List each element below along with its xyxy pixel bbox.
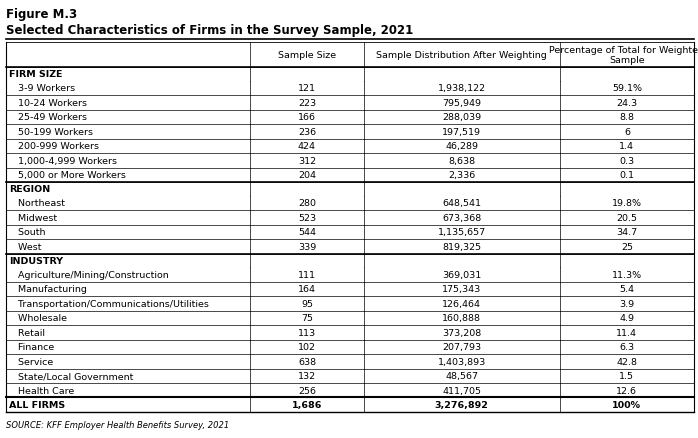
Text: Midwest: Midwest [9,213,57,222]
Text: Health Care: Health Care [9,386,74,395]
Text: 204: 204 [298,171,316,180]
Text: 312: 312 [298,156,316,166]
Text: 369,031: 369,031 [442,270,482,279]
Text: 6.3: 6.3 [619,343,634,351]
Text: FIRM SIZE: FIRM SIZE [9,70,63,79]
Text: 544: 544 [298,228,316,237]
Text: West: West [9,242,41,251]
Text: 175,343: 175,343 [442,285,482,293]
Text: 200-999 Workers: 200-999 Workers [9,142,99,151]
Text: 1.5: 1.5 [619,371,634,380]
Text: 5,000 or More Workers: 5,000 or More Workers [9,171,126,180]
Text: 5.4: 5.4 [619,285,634,293]
Text: 6: 6 [624,127,630,137]
Text: 223: 223 [298,99,316,107]
Text: 164: 164 [298,285,316,293]
Text: Service: Service [9,357,53,366]
Text: Transportation/Communications/Utilities: Transportation/Communications/Utilities [9,299,209,308]
Text: 11.4: 11.4 [616,328,637,337]
Text: 0.3: 0.3 [619,156,634,166]
Text: 126,464: 126,464 [443,299,482,308]
Text: 288,039: 288,039 [443,113,482,122]
Text: 197,519: 197,519 [443,127,482,137]
Text: ALL FIRMS: ALL FIRMS [9,400,65,410]
Text: Northeast: Northeast [9,199,65,208]
Text: South: South [9,228,45,237]
Text: 4.9: 4.9 [619,314,634,322]
Text: 1,403,893: 1,403,893 [438,357,486,366]
Text: 3-9 Workers: 3-9 Workers [9,84,75,93]
Text: 339: 339 [298,242,316,251]
Text: 1,135,657: 1,135,657 [438,228,486,237]
Text: 523: 523 [298,213,316,222]
Text: Figure M.3: Figure M.3 [6,8,77,21]
Text: 42.8: 42.8 [616,357,637,366]
Text: INDUSTRY: INDUSTRY [9,256,63,265]
Text: 207,793: 207,793 [443,343,482,351]
Text: Wholesale: Wholesale [9,314,67,322]
Text: 12.6: 12.6 [616,386,637,395]
Text: 102: 102 [298,343,316,351]
Text: Selected Characteristics of Firms in the Survey Sample, 2021: Selected Characteristics of Firms in the… [6,24,413,37]
Text: 121: 121 [298,84,316,93]
Text: 111: 111 [298,270,316,279]
Text: 132: 132 [298,371,316,380]
Text: 638: 638 [298,357,316,366]
Text: 673,368: 673,368 [442,213,482,222]
Text: 1,686: 1,686 [292,400,322,410]
Text: 1,000-4,999 Workers: 1,000-4,999 Workers [9,156,117,166]
Text: 819,325: 819,325 [443,242,482,251]
Text: 166: 166 [298,113,316,122]
Text: 95: 95 [301,299,313,308]
Text: 411,705: 411,705 [443,386,482,395]
Text: SOURCE: KFF Employer Health Benefits Survey, 2021: SOURCE: KFF Employer Health Benefits Sur… [6,420,229,429]
Text: Finance: Finance [9,343,54,351]
Text: 160,888: 160,888 [443,314,482,322]
Text: 648,541: 648,541 [443,199,482,208]
Text: 0.1: 0.1 [619,171,634,180]
Text: 25: 25 [621,242,633,251]
Text: Retail: Retail [9,328,45,337]
Text: 256: 256 [298,386,316,395]
Text: 100%: 100% [612,400,641,410]
Text: REGION: REGION [9,185,50,194]
Text: 34.7: 34.7 [616,228,637,237]
Text: 236: 236 [298,127,316,137]
Text: Agriculture/Mining/Construction: Agriculture/Mining/Construction [9,270,169,279]
Text: 113: 113 [298,328,316,337]
Text: 25-49 Workers: 25-49 Workers [9,113,87,122]
Text: 424: 424 [298,142,316,151]
Text: Percentage of Total for Weighted
Sample: Percentage of Total for Weighted Sample [549,46,698,65]
Text: State/Local Government: State/Local Government [9,371,133,380]
Text: 2,336: 2,336 [448,171,475,180]
Text: 8,638: 8,638 [448,156,475,166]
Text: 48,567: 48,567 [445,371,478,380]
Text: 280: 280 [298,199,316,208]
Text: 46,289: 46,289 [445,142,478,151]
Text: 8.8: 8.8 [619,113,634,122]
Text: 3,276,892: 3,276,892 [435,400,489,410]
Text: 19.8%: 19.8% [612,199,642,208]
Text: 20.5: 20.5 [616,213,637,222]
Text: Sample Distribution After Weighting: Sample Distribution After Weighting [376,51,547,60]
Text: Sample Size: Sample Size [278,51,336,60]
Text: Manufacturing: Manufacturing [9,285,87,293]
Text: 11.3%: 11.3% [612,270,642,279]
Text: 1,938,122: 1,938,122 [438,84,486,93]
Text: 59.1%: 59.1% [612,84,642,93]
Text: 1.4: 1.4 [619,142,634,151]
Text: 3.9: 3.9 [619,299,634,308]
Text: 373,208: 373,208 [442,328,482,337]
Text: 50-199 Workers: 50-199 Workers [9,127,93,137]
Text: 795,949: 795,949 [443,99,482,107]
Text: 24.3: 24.3 [616,99,637,107]
Text: 75: 75 [301,314,313,322]
Text: 10-24 Workers: 10-24 Workers [9,99,87,107]
